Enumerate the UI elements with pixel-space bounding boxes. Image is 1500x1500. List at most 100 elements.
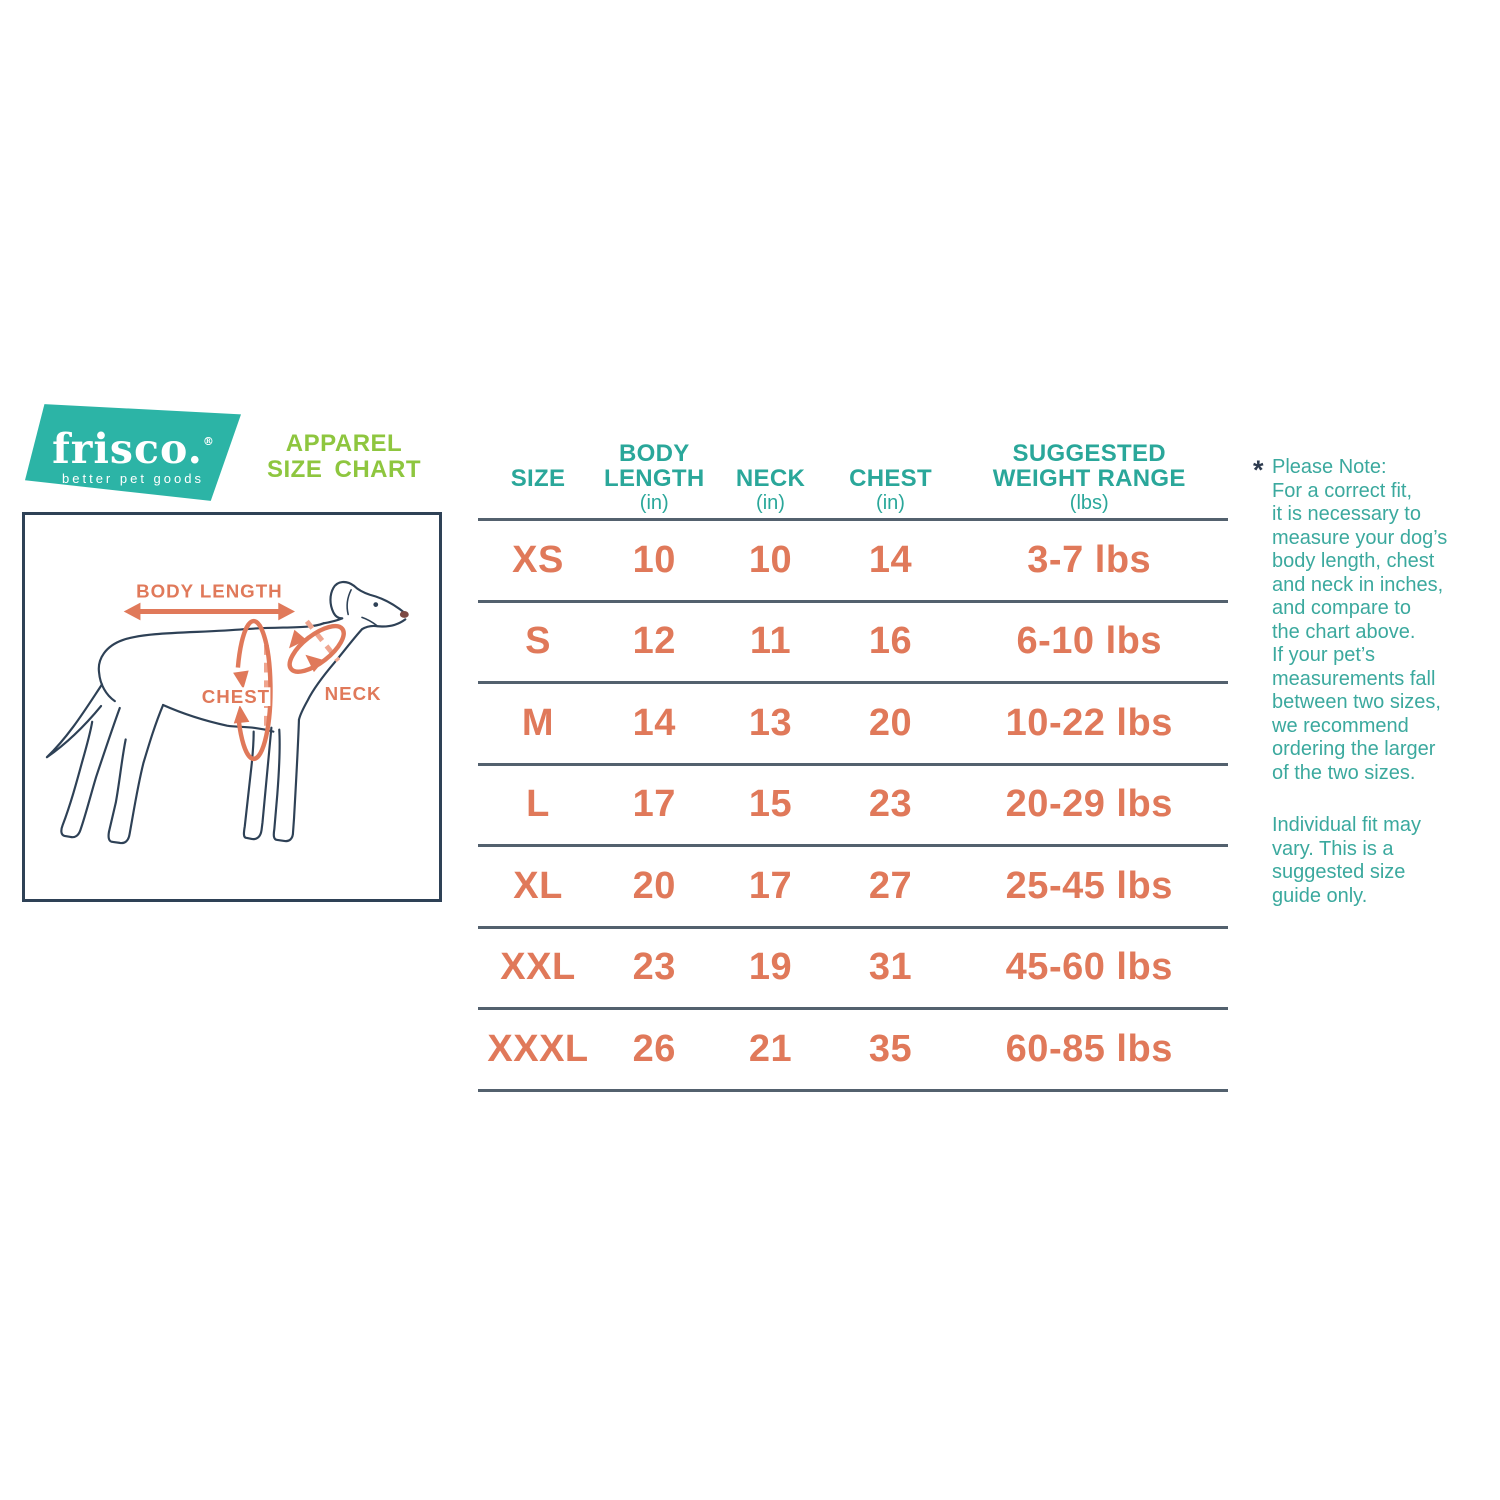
dog-front-leg-path xyxy=(272,718,301,843)
cell-chest: 14 xyxy=(868,538,913,581)
frisco-logo: frisco.® better pet goods xyxy=(25,404,241,501)
dog-ear-path xyxy=(322,580,356,625)
column-header-unit: (in) xyxy=(639,492,669,514)
chest-ellipse xyxy=(235,618,273,762)
cell-weight: 10-22 lbs xyxy=(1005,701,1173,744)
dog-chest-front-path xyxy=(297,618,407,721)
chest-arrow-down-icon xyxy=(233,670,249,690)
note-asterisk: * xyxy=(1253,455,1264,485)
column-header-label: SUGGESTED WEIGHT RANGE xyxy=(992,440,1186,492)
cell-size: L xyxy=(526,783,550,826)
size-table: SIZE BODY LENGTH (in) NECK (in) CHEST (i… xyxy=(478,430,1228,1092)
cell-chest: 16 xyxy=(868,620,913,663)
note-paragraph-disclaimer: Individual fit may vary. This is a sugge… xyxy=(1272,814,1421,907)
column-header-unit: (lbs) xyxy=(1069,492,1109,514)
chest-arrow-up-icon xyxy=(233,705,250,724)
cell-weight: 45-60 lbs xyxy=(1005,946,1173,989)
brand-name-text: frisco. xyxy=(52,424,203,473)
neck-dashed-line xyxy=(304,619,341,663)
cell-neck: 10 xyxy=(748,538,793,581)
chest-label-backing xyxy=(201,687,271,707)
cell-body-length: 14 xyxy=(632,701,676,744)
page-title-line2: SIZE CHART xyxy=(267,456,421,483)
cell-size: XXXL xyxy=(487,1027,589,1070)
cell-body-length: 10 xyxy=(632,538,676,581)
dog-illustration: BODY LENGTH CHEST xyxy=(45,580,409,845)
neck-ellipse xyxy=(287,623,346,674)
table-row: XS 10 10 14 3-7 lbs xyxy=(478,518,1228,600)
table-row: S 12 11 16 6-10 lbs xyxy=(478,599,1228,682)
column-header-label: NECK xyxy=(735,465,806,492)
column-header-unit: (in) xyxy=(756,492,785,514)
cell-chest: 27 xyxy=(868,864,913,907)
column-header-body-length: BODY LENGTH (in) xyxy=(598,441,711,515)
column-header-label: BODY LENGTH xyxy=(604,440,705,492)
dog-rear-leg-path xyxy=(107,703,165,845)
cell-body-length: 17 xyxy=(632,783,676,826)
dog-mouth-path xyxy=(361,616,379,628)
column-header-size: SIZE xyxy=(478,466,598,515)
column-header-weight-range: SUGGESTED WEIGHT RANGE (lbs) xyxy=(951,441,1229,515)
neck-arrow-upper-icon xyxy=(289,629,307,649)
table-row: L 17 15 23 20-29 lbs xyxy=(478,762,1228,845)
cell-neck: 15 xyxy=(748,783,793,826)
note-paragraph-fit: Please Note: For a correct fit, it is ne… xyxy=(1272,456,1448,784)
dog-nose xyxy=(399,611,409,618)
dog-tail-path xyxy=(45,683,104,759)
cell-body-length: 26 xyxy=(632,1027,676,1070)
note-panel: * Please Note: For a correct fit, it is … xyxy=(1253,455,1463,908)
cell-weight: 60-85 lbs xyxy=(1005,1027,1173,1070)
dog-diagram-box: BODY LENGTH CHEST xyxy=(22,512,442,902)
dog-rear-leg2-path xyxy=(60,706,121,839)
column-header-chest: CHEST (in) xyxy=(831,466,951,515)
column-header-unit xyxy=(478,491,598,515)
table-row: M 14 13 20 10-22 lbs xyxy=(478,681,1228,763)
table-header-row: SIZE BODY LENGTH (in) NECK (in) CHEST (i… xyxy=(478,430,1228,518)
cell-body-length: 12 xyxy=(632,620,676,663)
table-row: XXXL 26 21 35 60-85 lbs xyxy=(478,1007,1228,1092)
cell-chest: 31 xyxy=(868,946,913,989)
cell-neck: 19 xyxy=(748,946,793,989)
dog-belly-path xyxy=(161,703,275,733)
dog-head-top-path xyxy=(353,584,407,615)
note-body: Please Note: For a correct fit, it is ne… xyxy=(1272,456,1463,908)
table-row: XXL 23 19 31 45-60 lbs xyxy=(478,925,1228,1008)
column-header-unit: (in) xyxy=(876,492,905,514)
cell-weight: 6-10 lbs xyxy=(1016,620,1163,663)
cell-size: XS xyxy=(512,538,564,581)
page-title: APPAREL SIZE CHART xyxy=(266,431,422,483)
cell-neck: 11 xyxy=(749,620,792,663)
page-title-line1: APPAREL xyxy=(285,430,403,457)
cell-weight: 20-29 lbs xyxy=(1005,783,1173,826)
dog-front-leg2-path xyxy=(242,726,273,841)
column-header-label: CHEST xyxy=(849,465,932,492)
registered-mark: ® xyxy=(202,434,214,448)
arrow-right-icon xyxy=(278,602,296,621)
cell-neck: 13 xyxy=(748,701,793,744)
column-header-label: SIZE xyxy=(510,465,566,492)
dog-back-path xyxy=(97,622,325,703)
cell-body-length: 20 xyxy=(632,864,676,907)
cell-size: S xyxy=(525,620,551,663)
cell-size: XL xyxy=(513,864,563,907)
cell-body-length: 23 xyxy=(632,946,676,989)
cell-neck: 21 xyxy=(748,1027,793,1070)
cell-neck: 17 xyxy=(748,864,793,907)
brand-tagline: better pet goods xyxy=(62,470,204,486)
dog-ear-inner-path xyxy=(346,589,352,616)
neck-arrow-lower-icon xyxy=(305,654,325,673)
arrow-left-icon xyxy=(123,602,141,621)
body-length-label: BODY LENGTH xyxy=(136,581,283,602)
measurement-annotations: BODY LENGTH CHEST xyxy=(123,581,381,762)
table-row: XL 20 17 27 25-45 lbs xyxy=(478,844,1228,926)
brand-name: frisco.® xyxy=(52,422,214,469)
chest-label: CHEST xyxy=(202,686,270,707)
cell-chest: 35 xyxy=(868,1027,913,1070)
cell-weight: 25-45 lbs xyxy=(1005,864,1173,907)
cell-chest: 20 xyxy=(868,701,913,744)
cell-size: XXL xyxy=(500,946,576,989)
column-header-neck: NECK (in) xyxy=(711,466,831,515)
dog-outline xyxy=(45,580,409,845)
cell-chest: 23 xyxy=(868,783,913,826)
